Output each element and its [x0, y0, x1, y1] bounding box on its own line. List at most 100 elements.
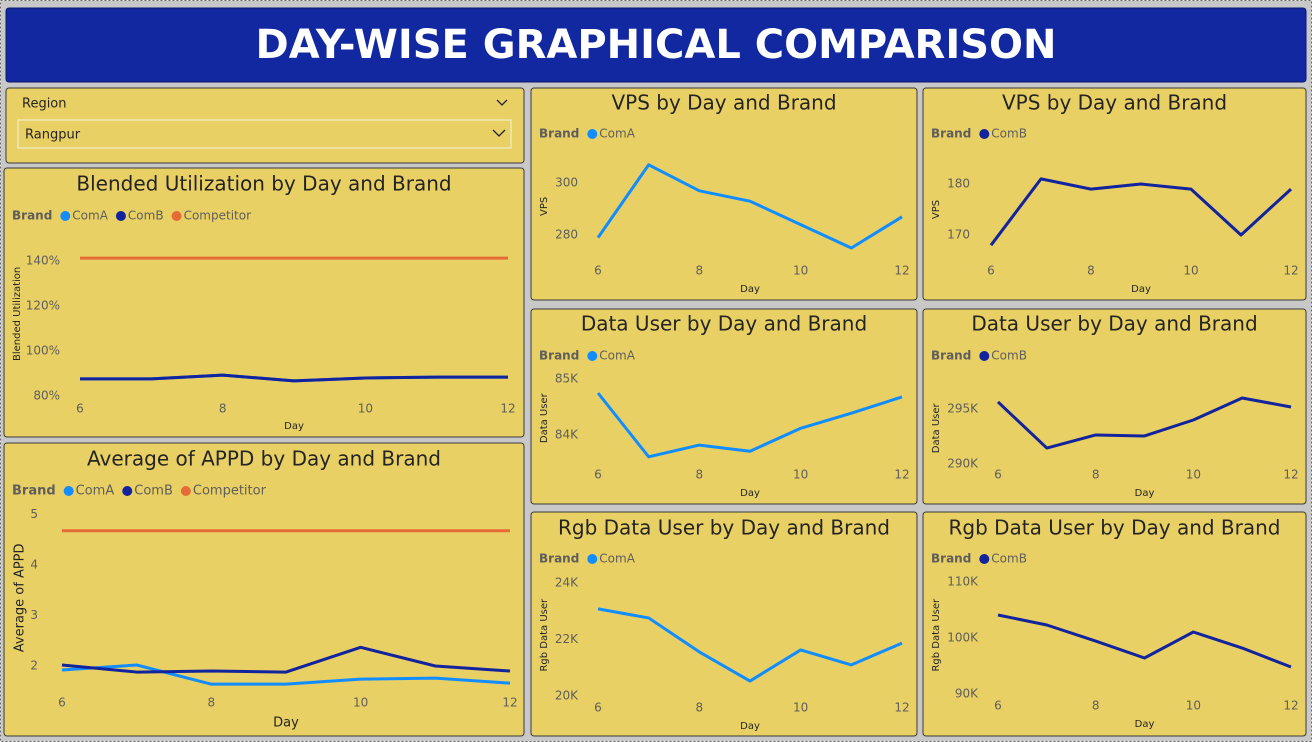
y-tick-label: 290K [947, 457, 979, 471]
y-axis-title: Average of APPD [13, 543, 28, 652]
x-tick-label: 10 [793, 468, 808, 482]
x-tick-label: 10 [353, 696, 368, 710]
slicer-dropdown[interactable] [17, 119, 512, 149]
y-axis-title: VPS [931, 200, 942, 219]
y-tick-label: 22K [555, 632, 579, 646]
chart-title: Rgb Data User by Day and Brand [558, 516, 890, 540]
slicer-collapse[interactable] [496, 99, 508, 106]
dropdown-chevron[interactable] [492, 129, 506, 137]
header-title: DAY-WISE GRAPHICAL COMPARISON [255, 22, 1056, 68]
chart-title: Data User by Day and Brand [971, 312, 1257, 336]
series-line [997, 613, 1292, 669]
legend-marker [979, 554, 990, 564]
chart-panel [3, 167, 525, 438]
legend-label: ComA [599, 127, 635, 141]
y-tick-label: 24K [555, 575, 579, 589]
x-tick-label: 6 [594, 264, 602, 278]
chart-panel [922, 308, 1307, 505]
y-tick-label: 84K [555, 428, 579, 442]
y-tick-label: 170 [947, 228, 970, 242]
x-tick-label: 8 [1087, 264, 1095, 278]
chart-title: Data User by Day and Brand [581, 312, 867, 336]
x-axis-title: Day [740, 488, 760, 499]
legend-marker [63, 486, 74, 496]
legend-label: ComB [991, 349, 1027, 363]
x-axis-title: Day [740, 721, 760, 732]
x-axis-title: Day [740, 284, 760, 295]
y-tick-label: 4 [30, 558, 38, 572]
x-tick-label: 6 [994, 699, 1002, 713]
chart-panel [530, 308, 918, 505]
legend-label: ComB [991, 127, 1027, 141]
legend-title: Brand [931, 552, 971, 566]
legend-label: ComA [76, 484, 115, 499]
series-line [989, 177, 1293, 247]
slicer-selected[interactable]: Rangpur [25, 128, 81, 143]
legend-marker [115, 211, 126, 221]
y-tick-label: 20K [555, 689, 579, 703]
legend-marker [587, 129, 598, 139]
chart-panel [922, 511, 1307, 737]
x-tick-label: 12 [1283, 699, 1298, 713]
x-tick-label: 12 [1283, 264, 1298, 278]
x-tick-label: 8 [208, 696, 216, 710]
x-tick-label: 12 [894, 468, 909, 482]
chart-panel [530, 511, 918, 737]
y-tick-label: 295K [947, 402, 979, 416]
x-axis-title: Day [284, 421, 304, 432]
y-axis-title: Rgb Data User [931, 598, 942, 672]
x-axis-title: Day [273, 716, 299, 731]
x-axis-title: Day [1135, 719, 1155, 730]
chart-title: Rgb Data User by Day and Brand [949, 516, 1281, 540]
legend-label: Competitor [184, 209, 251, 223]
x-tick-label: 8 [1092, 699, 1100, 713]
x-tick-label: 12 [500, 402, 515, 416]
y-tick-label: 85K [555, 372, 579, 386]
legend-label: ComA [599, 349, 635, 363]
series-line [61, 645, 511, 674]
x-tick-label: 6 [994, 468, 1002, 482]
x-tick-label: 6 [594, 701, 602, 715]
y-tick-label: 90K [955, 687, 979, 701]
y-axis-title: Rgb Data User [539, 598, 550, 672]
y-tick-label: 140% [26, 254, 60, 268]
legend-title: Brand [12, 484, 56, 499]
chart-panel [922, 87, 1307, 301]
y-tick-label: 180 [947, 177, 970, 191]
y-tick-label: 100K [947, 631, 979, 645]
y-tick-label: 120% [26, 299, 60, 313]
y-tick-label: 3 [30, 608, 38, 622]
chart-title: VPS by Day and Brand [1002, 91, 1227, 115]
x-tick-label: 12 [1283, 468, 1298, 482]
legend-marker [979, 351, 990, 361]
y-axis-title: Blended Utilization [12, 267, 23, 361]
chart-title: VPS by Day and Brand [611, 91, 836, 115]
x-tick-label: 6 [76, 402, 84, 416]
slicer-label: Region [22, 97, 67, 112]
legend-marker [171, 211, 182, 221]
legend-label: Competitor [193, 484, 267, 499]
legend-marker [979, 129, 990, 139]
y-tick-label: 2 [30, 659, 38, 673]
legend-marker [122, 486, 133, 496]
legend-title: Brand [539, 349, 579, 363]
x-tick-label: 8 [696, 264, 704, 278]
legend-title: Brand [12, 209, 52, 223]
y-axis-title: Data User [539, 392, 550, 443]
series-line [597, 607, 903, 683]
legend-label: ComB [134, 484, 173, 499]
chart-title: Blended Utilization by Day and Brand [76, 172, 451, 196]
x-tick-label: 6 [58, 696, 66, 710]
x-tick-label: 10 [793, 701, 808, 715]
chart-panel [3, 442, 525, 737]
x-tick-label: 10 [1183, 264, 1198, 278]
legend-label: ComB [128, 209, 164, 223]
x-tick-label: 10 [1186, 468, 1201, 482]
y-tick-label: 5 [30, 507, 38, 521]
x-tick-label: 8 [1092, 468, 1100, 482]
series-line [61, 663, 511, 686]
slicer-panel [5, 87, 525, 164]
x-axis-title: Day [1131, 284, 1151, 295]
legend-title: Brand [931, 349, 971, 363]
x-tick-label: 6 [594, 468, 602, 482]
